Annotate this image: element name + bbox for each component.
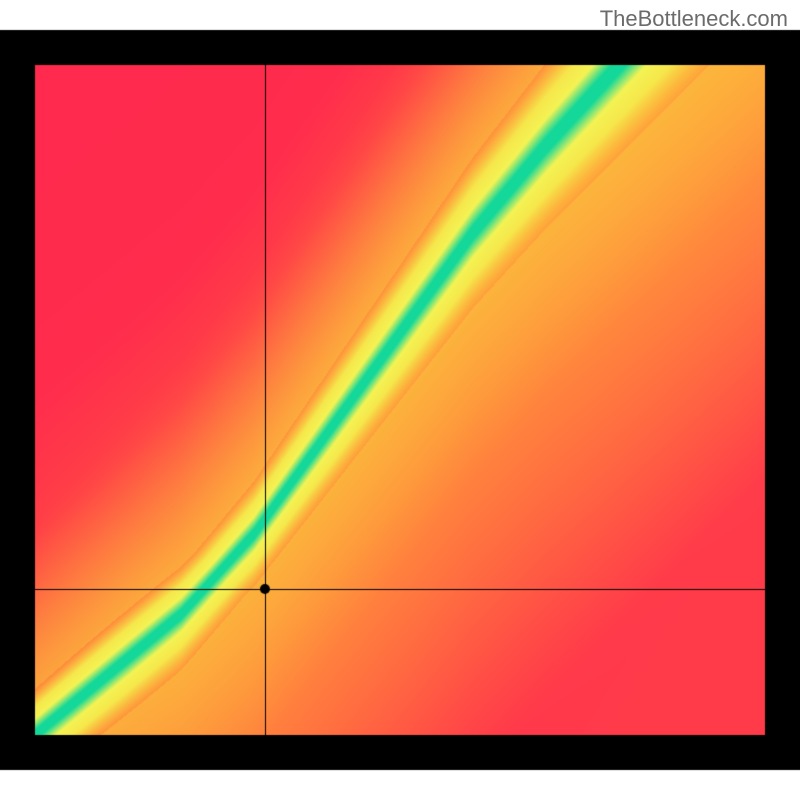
bottleneck-heatmap	[0, 0, 800, 800]
chart-container: TheBottleneck.com	[0, 0, 800, 800]
watermark-text: TheBottleneck.com	[600, 6, 788, 32]
